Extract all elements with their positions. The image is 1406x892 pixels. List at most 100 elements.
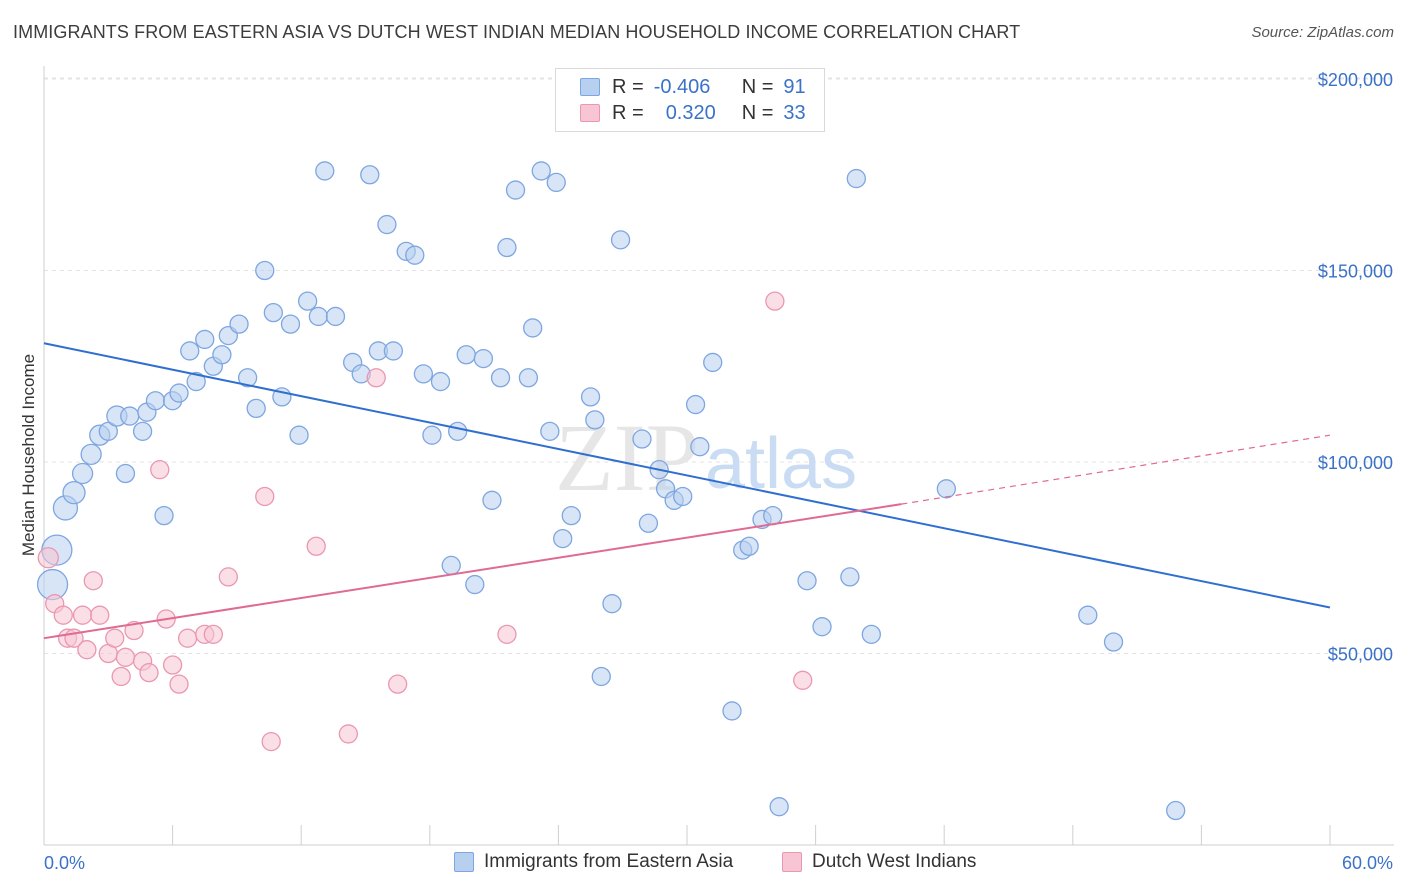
data-point — [37, 547, 59, 569]
data-point — [297, 291, 318, 311]
n-label: N = — [741, 75, 774, 98]
data-point — [315, 161, 335, 181]
series-eastern-asia — [36, 161, 1186, 821]
data-point — [456, 345, 476, 365]
data-point — [139, 663, 159, 683]
n-value: 91 — [783, 75, 806, 98]
series-dutch-west-indians — [37, 291, 813, 752]
data-point — [105, 628, 125, 648]
data-point — [632, 429, 652, 449]
data-point — [1103, 632, 1124, 652]
data-point — [840, 567, 860, 587]
data-point — [465, 574, 485, 595]
data-point — [703, 352, 723, 373]
data-point — [255, 486, 275, 507]
swatch-dutch-west-indians — [580, 104, 600, 122]
data-point — [441, 555, 461, 576]
data-point — [115, 647, 136, 667]
data-point — [610, 230, 631, 250]
data-point — [203, 624, 223, 644]
data-point — [261, 731, 281, 752]
data-point — [180, 341, 200, 361]
legend-swatch-dutch-west-indians — [782, 852, 802, 872]
trend-line-eastern-asia — [43, 342, 1331, 609]
data-point — [505, 180, 526, 200]
data-point — [769, 797, 789, 817]
data-point — [325, 306, 346, 327]
data-point — [132, 421, 153, 442]
data-point — [797, 571, 817, 591]
data-point — [602, 594, 622, 614]
data-point — [360, 165, 380, 185]
data-point — [422, 425, 442, 445]
data-point — [77, 640, 97, 660]
data-point — [490, 368, 511, 388]
data-point — [120, 406, 140, 426]
data-point — [685, 394, 706, 415]
data-point — [540, 421, 560, 442]
data-point — [53, 605, 73, 625]
data-point — [673, 486, 693, 507]
data-point — [387, 674, 408, 694]
r-value: 0.320 — [665, 101, 716, 124]
data-point — [306, 536, 326, 556]
x-tick-label: 0.0% — [44, 853, 85, 873]
data-point — [246, 398, 266, 419]
stats-legend: R = -0.406 N = 91 R = 0.320 N = 33 — [555, 68, 825, 132]
data-point — [218, 567, 238, 587]
data-point — [308, 306, 328, 327]
legend-item-dutch-west-indians[interactable]: Dutch West Indians — [782, 851, 976, 873]
data-point — [280, 314, 301, 334]
x-tick-label: 60.0% — [1342, 853, 1393, 873]
data-point — [861, 624, 881, 644]
data-point — [739, 536, 759, 556]
r-value: -0.406 — [653, 75, 711, 98]
watermark: ZIP atlas — [555, 404, 857, 511]
n-label: N = — [741, 101, 774, 124]
data-point — [80, 443, 102, 465]
data-point — [177, 628, 198, 648]
y-tick-label: $100,000 — [1318, 453, 1393, 473]
data-point — [546, 172, 566, 193]
data-point — [448, 421, 468, 442]
data-point — [383, 341, 404, 361]
data-point — [83, 571, 103, 591]
r-label: R = — [612, 101, 644, 124]
data-point — [591, 666, 611, 687]
y-tick-label: $150,000 — [1318, 262, 1393, 282]
data-point — [763, 505, 783, 526]
data-point — [722, 701, 742, 721]
legend-label-eastern-asia: Immigrants from Eastern Asia — [484, 851, 734, 872]
swatch-eastern-asia — [580, 78, 600, 96]
data-point — [482, 490, 502, 510]
watermark-atlas: atlas — [705, 424, 857, 504]
data-point — [585, 410, 605, 430]
y-axis-label: Median Household Income — [19, 354, 38, 556]
y-tick-label: $200,000 — [1318, 70, 1393, 90]
data-point — [638, 513, 659, 533]
data-point — [497, 237, 517, 258]
stats-row-dutch-west-indians: R = 0.320 N = 33 — [580, 100, 806, 126]
data-point — [497, 624, 517, 644]
data-point — [154, 505, 174, 526]
n-value: 33 — [783, 101, 806, 124]
data-point — [212, 345, 232, 365]
data-point — [186, 371, 206, 392]
data-point — [366, 368, 386, 388]
data-point — [169, 674, 189, 694]
data-point — [580, 387, 601, 407]
data-point — [111, 666, 131, 687]
legend-item-eastern-asia[interactable]: Immigrants from Eastern Asia — [454, 851, 733, 873]
axes — [43, 66, 1394, 846]
data-point — [523, 318, 543, 338]
data-point — [405, 245, 425, 265]
x-tick-labels: 0.0% 60.0% — [44, 853, 1393, 873]
data-point — [237, 368, 258, 388]
legend-swatch-eastern-asia — [454, 852, 474, 872]
trend-line-dutch-west-indians — [43, 503, 902, 640]
data-point — [413, 364, 434, 384]
data-point — [145, 391, 166, 411]
data-point — [846, 168, 866, 189]
data-point — [124, 620, 144, 641]
data-point — [531, 161, 551, 181]
